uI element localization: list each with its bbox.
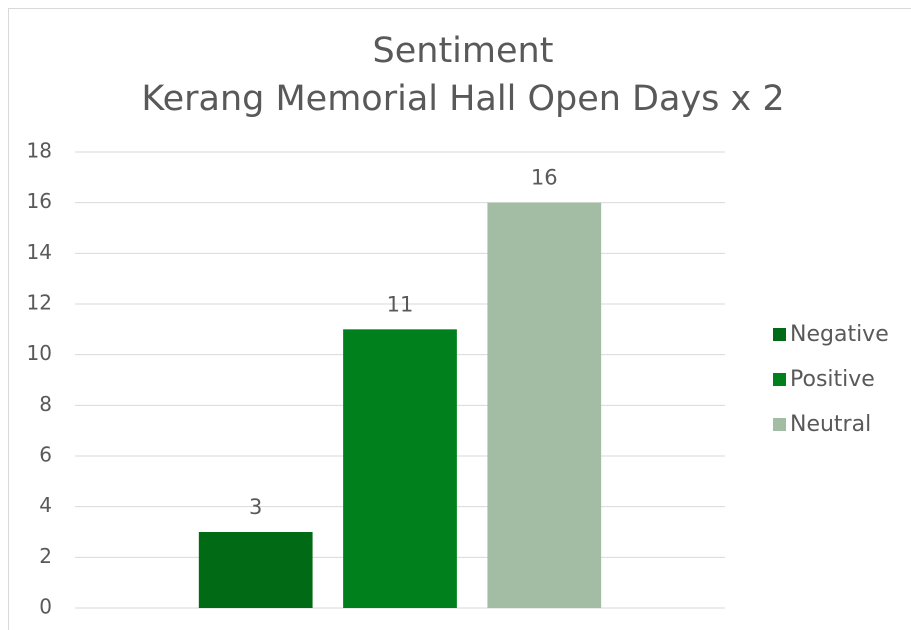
y-tick-label: 6 [39,443,52,467]
chart-border [8,8,911,630]
chart-subtitle: Kerang Memorial Hall Open Days x 2 [141,79,784,119]
y-tick-label: 12 [27,291,52,315]
legend-label: Neutral [790,412,871,437]
y-tick-label: 2 [39,544,52,568]
chart-title: Sentiment [373,31,554,71]
legend-label: Negative [790,322,889,347]
data-label: 16 [531,166,558,190]
y-tick-label: 0 [39,595,52,619]
bar [487,202,602,608]
legend-swatch [773,373,786,386]
bar [343,329,457,608]
y-tick-label: 14 [27,240,52,264]
data-label: 3 [249,495,262,519]
legend-swatch [773,418,786,431]
legend-swatch [773,328,786,341]
y-tick-label: 18 [27,139,52,163]
legend-label: Positive [790,367,875,392]
y-tick-label: 16 [27,189,52,213]
data-label: 11 [387,292,414,316]
y-tick-label: 10 [27,341,52,365]
y-tick-label: 4 [39,493,52,517]
y-tick-label: 8 [39,392,52,416]
bar [198,532,313,608]
